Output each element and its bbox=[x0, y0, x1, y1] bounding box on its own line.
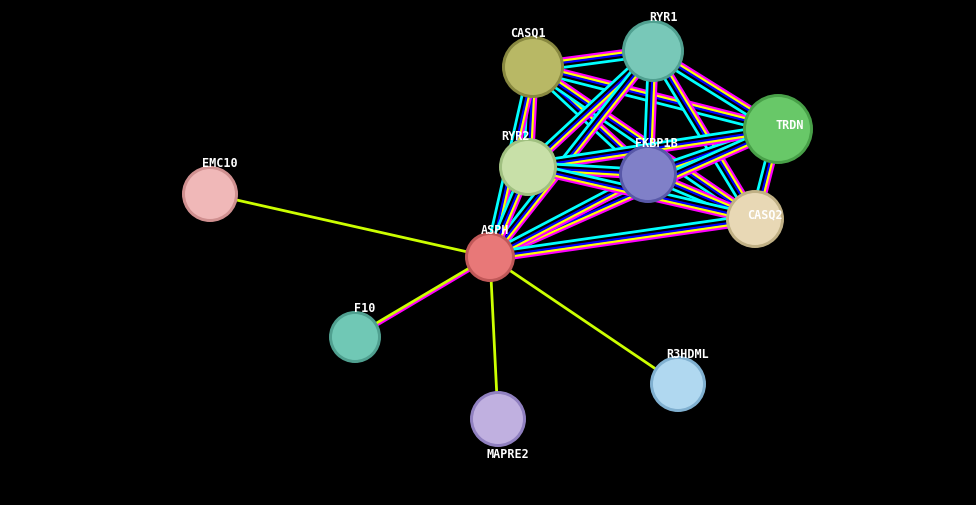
Circle shape bbox=[622, 148, 674, 200]
Text: MAPRE2: MAPRE2 bbox=[487, 447, 529, 461]
Circle shape bbox=[653, 359, 703, 409]
Text: F10: F10 bbox=[354, 301, 376, 314]
Circle shape bbox=[502, 142, 554, 193]
Circle shape bbox=[619, 146, 677, 204]
Text: FKBP1B: FKBP1B bbox=[634, 136, 677, 149]
Circle shape bbox=[182, 167, 238, 223]
Circle shape bbox=[746, 98, 810, 162]
Circle shape bbox=[650, 357, 706, 412]
Text: TRDN: TRDN bbox=[776, 118, 804, 131]
Circle shape bbox=[468, 235, 512, 279]
Circle shape bbox=[499, 139, 557, 196]
Circle shape bbox=[622, 21, 684, 83]
Circle shape bbox=[332, 315, 378, 360]
Text: CASQ1: CASQ1 bbox=[510, 26, 546, 39]
Circle shape bbox=[743, 95, 813, 165]
Circle shape bbox=[502, 37, 564, 99]
Circle shape bbox=[505, 40, 561, 96]
Circle shape bbox=[726, 190, 784, 248]
Circle shape bbox=[470, 391, 526, 447]
Text: ASPH: ASPH bbox=[481, 223, 509, 236]
Text: EMC10: EMC10 bbox=[202, 156, 238, 169]
Circle shape bbox=[625, 24, 681, 80]
Circle shape bbox=[465, 232, 515, 282]
Text: R3HDML: R3HDML bbox=[667, 348, 710, 361]
Circle shape bbox=[473, 394, 523, 444]
Circle shape bbox=[329, 312, 381, 363]
Text: RYR2: RYR2 bbox=[502, 129, 530, 142]
Text: RYR1: RYR1 bbox=[649, 11, 677, 23]
Circle shape bbox=[185, 170, 235, 220]
Text: CASQ2: CASQ2 bbox=[748, 208, 783, 221]
Circle shape bbox=[729, 193, 781, 245]
